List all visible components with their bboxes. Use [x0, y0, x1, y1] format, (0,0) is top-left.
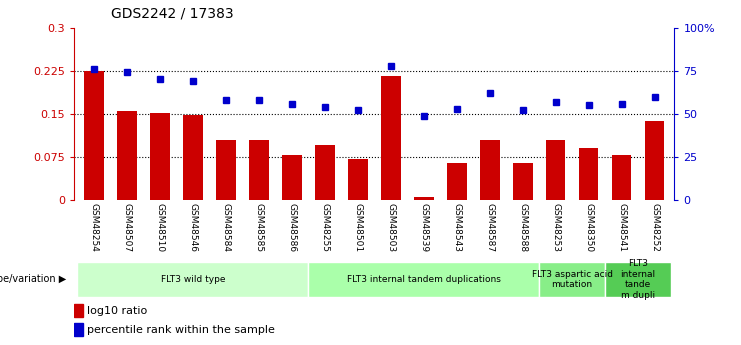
Text: GSM48501: GSM48501: [353, 203, 362, 252]
Bar: [381, 77, 401, 200]
Text: GSM48350: GSM48350: [584, 203, 593, 252]
Text: genotype/variation ▶: genotype/variation ▶: [0, 275, 67, 284]
Bar: [117, 111, 137, 200]
Text: GSM48503: GSM48503: [386, 203, 395, 252]
Text: FLT3 wild type: FLT3 wild type: [161, 275, 225, 284]
Text: GSM48255: GSM48255: [320, 203, 329, 252]
Text: GSM48584: GSM48584: [222, 203, 230, 252]
FancyBboxPatch shape: [77, 262, 308, 297]
Bar: [249, 140, 269, 200]
Bar: [84, 71, 104, 200]
FancyBboxPatch shape: [605, 262, 671, 297]
Text: GSM48588: GSM48588: [518, 203, 527, 252]
Text: GDS2242 / 17383: GDS2242 / 17383: [111, 7, 233, 21]
Bar: [579, 148, 599, 200]
Text: GSM48254: GSM48254: [90, 203, 99, 252]
Bar: [545, 140, 565, 200]
Text: GSM48541: GSM48541: [617, 203, 626, 252]
Bar: [447, 163, 467, 200]
Bar: [74, 304, 83, 317]
Bar: [645, 121, 665, 200]
Bar: [348, 159, 368, 200]
Bar: [216, 140, 236, 200]
Text: GSM48252: GSM48252: [650, 203, 659, 252]
Text: GSM48543: GSM48543: [452, 203, 461, 252]
Bar: [74, 323, 83, 336]
Text: GSM48507: GSM48507: [122, 203, 131, 252]
Bar: [282, 155, 302, 200]
Bar: [413, 197, 433, 200]
Text: FLT3 aspartic acid
mutation: FLT3 aspartic acid mutation: [531, 270, 613, 289]
Text: GSM48539: GSM48539: [419, 203, 428, 252]
Text: GSM48253: GSM48253: [551, 203, 560, 252]
Bar: [150, 113, 170, 200]
Text: GSM48510: GSM48510: [156, 203, 165, 252]
FancyBboxPatch shape: [539, 262, 605, 297]
Text: log10 ratio: log10 ratio: [87, 306, 147, 316]
Text: GSM48586: GSM48586: [288, 203, 296, 252]
Bar: [315, 146, 335, 200]
Bar: [611, 155, 631, 200]
Text: GSM48587: GSM48587: [485, 203, 494, 252]
Bar: [183, 115, 203, 200]
Bar: [479, 140, 499, 200]
Bar: [513, 163, 533, 200]
FancyBboxPatch shape: [308, 262, 539, 297]
Text: FLT3 internal tandem duplications: FLT3 internal tandem duplications: [347, 275, 501, 284]
Text: GSM48546: GSM48546: [188, 203, 197, 252]
Text: FLT3
internal
tande
m dupli: FLT3 internal tande m dupli: [620, 259, 656, 299]
Text: GSM48585: GSM48585: [254, 203, 263, 252]
Text: percentile rank within the sample: percentile rank within the sample: [87, 325, 275, 335]
